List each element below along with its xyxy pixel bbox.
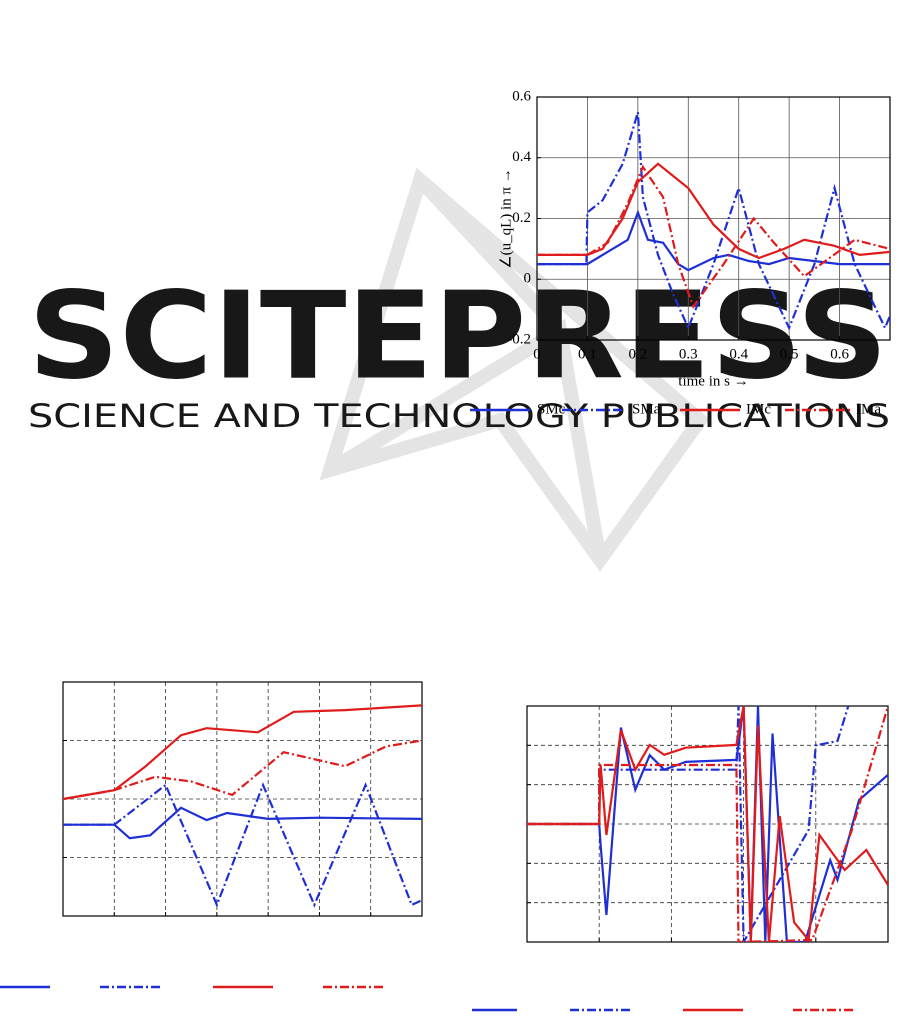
chart: [472, 705, 889, 1012]
plot-lines: [537, 111, 890, 331]
series-line: [527, 706, 888, 942]
x-tick-label: 0.5: [780, 346, 799, 362]
series-line: [537, 162, 890, 260]
series-line: [63, 704, 422, 801]
series-line: [537, 209, 890, 272]
legend-label: IMa: [856, 401, 881, 417]
series-line: [527, 706, 850, 942]
y-tick-label: 0.4: [512, 149, 531, 165]
watermark-title: SCITEPRESS: [28, 268, 888, 407]
plot-lines: [63, 704, 422, 908]
x-axis-label: time in s →: [678, 373, 748, 389]
legend-label: SMa: [632, 401, 661, 417]
series-line: [537, 111, 890, 331]
plot-frame: [62, 681, 423, 917]
series-line: [63, 782, 422, 908]
legend-label: IMc: [746, 401, 771, 417]
watermark: SCITEPRESS SCIENCE AND TECHNOLOGY PUBLIC…: [28, 167, 890, 573]
series-line: [527, 706, 888, 942]
series-line: [537, 164, 890, 309]
y-tick-label: 0: [524, 271, 532, 287]
x-tick-label: 0.2: [628, 346, 647, 362]
series-line: [63, 739, 422, 801]
y-axis-label: ∠(u_qL) in π →: [498, 168, 514, 269]
series-line: [527, 706, 888, 942]
y-tick-label: -0.2: [507, 331, 531, 347]
x-tick-label: 0.4: [729, 346, 748, 362]
watermark-subtitle: SCIENCE AND TECHNOLOGY PUBLICATIONS: [28, 397, 890, 435]
legend-label: SMc: [537, 401, 566, 417]
series-line: [63, 806, 422, 840]
x-tick-label: 0: [533, 346, 541, 362]
plot-lines: [527, 706, 888, 942]
x-tick-label: 0.3: [679, 346, 698, 362]
plot-frame: [536, 96, 891, 341]
y-tick-label: 0.2: [512, 210, 531, 226]
x-tick-label: 0.6: [830, 346, 849, 362]
x-tick-label: 0.1: [578, 346, 597, 362]
chart: [0, 681, 423, 989]
y-tick-label: 0.6: [512, 88, 531, 104]
